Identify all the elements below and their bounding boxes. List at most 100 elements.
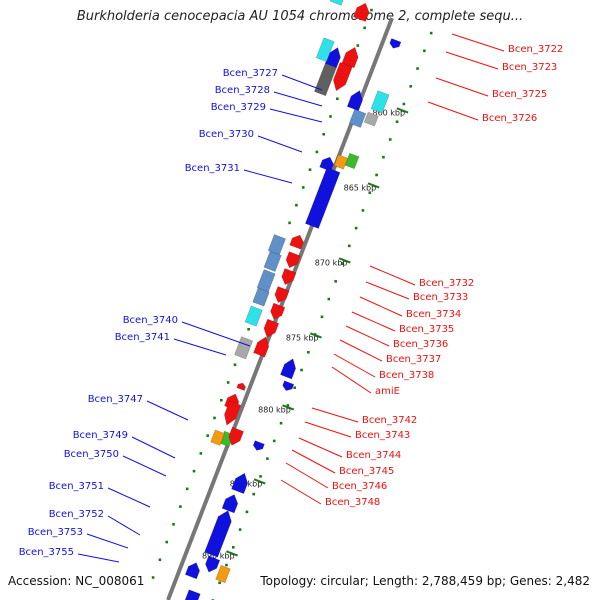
label-leader-line <box>131 436 176 459</box>
tick-mark <box>158 558 162 562</box>
gene-arrow[interactable] <box>315 37 335 63</box>
label-leader-line <box>181 321 251 347</box>
gene-label[interactable]: Bcen_3749 <box>73 430 128 441</box>
gene-arrow[interactable] <box>330 61 353 93</box>
gene-arrow[interactable] <box>305 167 341 229</box>
gene-label[interactable]: Bcen_3723 <box>502 62 557 73</box>
gene-label[interactable]: Bcen_3743 <box>355 430 410 441</box>
gene-arrow[interactable] <box>268 302 286 321</box>
gene-arrow[interactable] <box>263 250 282 272</box>
tick-mark <box>231 546 235 549</box>
gene-label[interactable]: amiE <box>375 386 400 397</box>
gene-arrow[interactable] <box>253 335 272 358</box>
label-leader-line <box>311 407 359 423</box>
gene-arrow[interactable] <box>341 45 361 69</box>
tick-mark <box>363 26 366 30</box>
gene-label[interactable]: Bcen_3727 <box>223 68 278 79</box>
label-leader-line <box>243 169 293 184</box>
gene-arrow[interactable] <box>280 357 298 380</box>
gene-label[interactable]: Bcen_3740 <box>123 315 178 326</box>
gene-arrow[interactable] <box>221 492 240 514</box>
gene-arrow[interactable] <box>184 561 202 580</box>
gene-arrow[interactable] <box>256 269 276 293</box>
gene-label[interactable]: Bcen_3750 <box>64 449 119 460</box>
gene-arrow[interactable] <box>244 305 263 327</box>
gene-arrow[interactable] <box>348 108 367 128</box>
gene-label[interactable]: Bcen_3738 <box>379 370 434 381</box>
tick-mark <box>247 327 250 331</box>
gene-label[interactable]: Bcen_3755 <box>19 547 74 558</box>
gene-label[interactable]: Bcen_3735 <box>399 324 454 335</box>
gene-label[interactable]: Bcen_3753 <box>28 527 83 538</box>
gene-label[interactable]: Bcen_3747 <box>88 394 143 405</box>
gene-arrow[interactable] <box>314 63 337 97</box>
gene-label[interactable]: Bcen_3752 <box>49 509 104 520</box>
label-leader-line <box>304 421 352 438</box>
gene-arrow[interactable] <box>226 426 244 447</box>
gene-label[interactable]: Bcen_3742 <box>362 415 417 426</box>
gene-arrow[interactable] <box>346 88 365 112</box>
gene-label[interactable]: Bcen_3746 <box>332 481 387 492</box>
gene-arrow[interactable] <box>352 1 371 22</box>
gene-label[interactable]: Bcen_3729 <box>211 102 266 113</box>
kbp-tick <box>338 257 351 264</box>
gene-arrow[interactable] <box>289 233 306 250</box>
gene-arrow[interactable] <box>363 111 379 127</box>
kbp-tick <box>282 404 295 411</box>
gene-label[interactable]: Bcen_3732 <box>419 278 474 289</box>
gene-arrow[interactable] <box>252 287 270 307</box>
gene-label[interactable]: Bcen_3744 <box>346 450 401 461</box>
gene-label[interactable]: Bcen_3741 <box>115 332 170 343</box>
gene-label[interactable]: Bcen_3730 <box>199 129 254 140</box>
gene-label[interactable]: Bcen_3734 <box>406 309 461 320</box>
gene-arrow[interactable] <box>370 90 390 114</box>
gene-arrow[interactable] <box>281 380 295 393</box>
gene-label[interactable]: Bcen_3745 <box>339 466 394 477</box>
gene-arrow[interactable] <box>344 152 360 170</box>
tick-mark <box>165 540 169 544</box>
gene-label[interactable]: Bcen_3728 <box>215 85 270 96</box>
gene-label[interactable]: Bcen_3731 <box>185 163 240 174</box>
label-leader-line <box>427 101 479 121</box>
tick-mark <box>252 492 256 496</box>
tick-mark <box>375 173 378 177</box>
gene-arrow[interactable] <box>221 400 242 427</box>
gene-label[interactable]: Bcen_3733 <box>413 292 468 303</box>
gene-arrow[interactable] <box>210 429 225 446</box>
gene-label[interactable]: Bcen_3748 <box>325 497 380 508</box>
gene-arrow[interactable] <box>183 589 201 600</box>
gene-arrow[interactable] <box>204 508 235 558</box>
label-leader-line <box>351 311 396 332</box>
label-leader-line <box>365 281 410 300</box>
gene-arrow[interactable] <box>284 251 301 270</box>
gene-arrow[interactable] <box>236 382 247 391</box>
gene-arrow[interactable] <box>333 154 349 170</box>
gene-arrow[interactable] <box>215 564 231 584</box>
label-leader-line <box>146 400 189 421</box>
gene-arrow[interactable] <box>203 555 221 574</box>
gene-arrow[interactable] <box>324 45 343 69</box>
gene-arrow[interactable] <box>231 471 251 495</box>
gene-arrow[interactable] <box>252 440 265 453</box>
gene-arrow[interactable] <box>388 38 402 51</box>
gene-arrow[interactable] <box>267 234 286 256</box>
gene-arrow[interactable] <box>280 268 297 286</box>
gene-label[interactable]: Bcen_3725 <box>492 89 547 100</box>
tick-mark <box>293 386 297 390</box>
gene-label[interactable]: Bcen_3722 <box>508 44 563 55</box>
gene-arrow[interactable] <box>273 286 290 304</box>
tick-mark <box>416 67 419 70</box>
right-labels: Bcen_3722 Bcen_3723 Bcen_3725 Bcen_3726 Bcen… <box>280 33 563 508</box>
gene-label[interactable]: Bcen_3737 <box>386 354 441 365</box>
tick-mark <box>226 381 230 384</box>
gene-label[interactable]: Bcen_3736 <box>393 339 448 350</box>
gene-arrow[interactable] <box>261 318 280 339</box>
label-leader-line <box>280 479 322 505</box>
gene-label[interactable]: Bcen_3726 <box>482 113 537 124</box>
tick-mark <box>225 563 228 567</box>
gene-label[interactable]: Bcen_3751 <box>49 481 104 492</box>
gene-arrow[interactable] <box>234 336 254 360</box>
genome-summary-text: Topology: circular; Length: 2,788,459 bp… <box>260 574 590 588</box>
gene-arrow[interactable] <box>319 155 336 172</box>
gene-arrow[interactable] <box>329 0 346 6</box>
